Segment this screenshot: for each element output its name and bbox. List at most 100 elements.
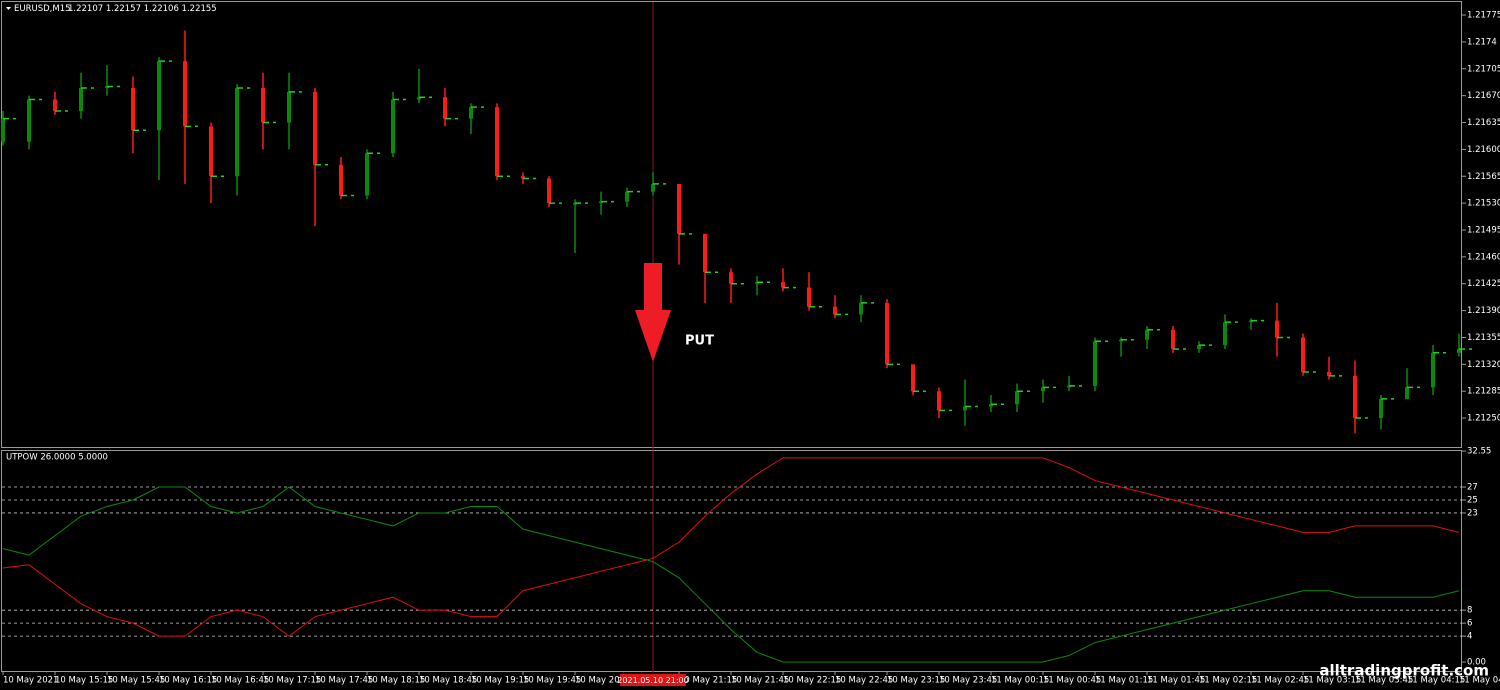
candle-body [339,164,343,196]
y-tick-label: 1.21600 [1467,145,1500,155]
candle-body [495,107,499,177]
candle-body [885,302,889,365]
y-tick-label: 1.21460 [1467,252,1500,262]
x-tick-label: 10 May 15:45 [107,676,165,686]
crosshair-time-box [620,674,686,686]
y-tick-label: 1.2174 [1467,37,1497,47]
y-tick-label: 1.21635 [1467,118,1500,128]
candle-body [833,306,837,315]
x-tick-label: 10 May 17:15 [263,676,321,686]
candle-body [53,99,57,112]
candle-body [287,91,291,123]
y-tick-label: 1.21670 [1467,91,1500,101]
candle-body [1119,339,1123,342]
y-tick-label: 1.21320 [1467,360,1500,370]
y-tick-label: 1.21355 [1467,333,1500,343]
candle-body [261,87,265,123]
candle-body [1301,337,1305,373]
x-tick-label: 10 May 18:45 [419,676,477,686]
x-tick-label: 11 May 02:45 [1251,676,1309,686]
x-tick-label: 10 May 16:45 [211,676,269,686]
candle-body [1093,341,1097,386]
y-tick-label: 23 [1467,508,1478,518]
y-tick-label: 1.21565 [1467,172,1500,182]
candle-body [1249,320,1253,323]
indicator-panel-frame [1,450,1462,672]
candle-body [937,391,941,411]
candle-body [469,107,473,119]
candle-body [1015,391,1019,405]
x-tick-label: 10 May 2021 [3,676,58,686]
candle-body [1431,352,1435,388]
candle-body [365,153,369,196]
x-tick-label: 11 May 03:15 [1303,676,1361,686]
candle-body [391,99,395,154]
candle-body [1457,348,1461,353]
candle-body [235,87,239,177]
candle-body [1145,329,1149,340]
crosshair-time-label: 2021.05.10 21:00 [617,676,688,685]
y-tick-label: 32.55 [1467,447,1491,457]
x-tick-label: 10 May 21:15 [679,676,737,686]
x-tick-label: 10 May 19:45 [523,676,581,686]
x-tick-label: 10 May 22:15 [783,676,841,686]
put-arrow [635,263,671,362]
candle-body [807,287,811,307]
x-tick-label: 11 May 00:15 [991,676,1049,686]
candle-body [651,183,655,192]
candle-body [1353,375,1357,419]
x-tick-label: 10 May 15:15 [55,676,113,686]
candle-body [1,118,5,142]
candle-body [1171,329,1175,349]
x-tick-label: 10 May 23:45 [939,676,997,686]
candle-body [1067,385,1071,388]
candle-body [781,282,785,288]
candle-body [911,364,915,392]
candle-body [1327,372,1331,376]
candle-body [547,178,551,204]
candle-body [1275,320,1279,338]
x-tick-label: 10 May 19:15 [471,676,529,686]
y-tick-label: 8 [1467,606,1472,616]
symbol-title: EURUSD,M15 [14,4,71,14]
candle-body [27,99,31,142]
y-tick-label: 27 [1467,483,1478,493]
x-tick-label: 11 May 03:45 [1355,676,1413,686]
price-panel-frame [1,1,1462,448]
x-tick-label: 11 May 00:45 [1043,676,1101,686]
candle-body [599,201,603,204]
candle-body [417,97,421,100]
x-tick-label: 10 May 18:15 [367,676,425,686]
y-tick-label: 25 [1467,495,1478,505]
candle-body [183,61,187,127]
candle-body [443,97,447,119]
y-tick-label: 1.21250 [1467,414,1500,424]
candle-body [1041,387,1045,392]
y-tick-label: 1.21775 [1467,11,1500,21]
x-tick-label: 11 May 04:45 [1459,676,1500,686]
candle-body [521,176,525,179]
candle-body [131,87,135,131]
candle-body [963,406,967,411]
x-tick-label: 10 May 21:45 [731,676,789,686]
x-tick-label: 10 May 17:45 [315,676,373,686]
x-tick-label: 11 May 01:15 [1095,676,1153,686]
candle-body [703,233,707,273]
y-tick-label: 1.21390 [1467,306,1500,316]
candle-body [989,404,993,407]
candle-body [1405,387,1409,399]
indicator-line [2,457,1460,637]
y-tick-label: 1.21530 [1467,199,1500,209]
y-tick-label: 4 [1467,632,1472,642]
candle-body [313,91,317,165]
put-label: PUT [685,334,714,349]
ohlc-header: 1.22107 1.22157 1.22106 1.22155 [68,4,217,14]
y-tick-label: 0.00 [1467,658,1486,668]
x-tick-label: 10 May 16:15 [159,676,217,686]
candle-body [157,61,161,131]
x-tick-label: 10 May 22:45 [835,676,893,686]
candle-body [105,86,109,88]
y-tick-label: 6 [1467,619,1472,629]
menu-triangle[interactable] [6,7,11,10]
